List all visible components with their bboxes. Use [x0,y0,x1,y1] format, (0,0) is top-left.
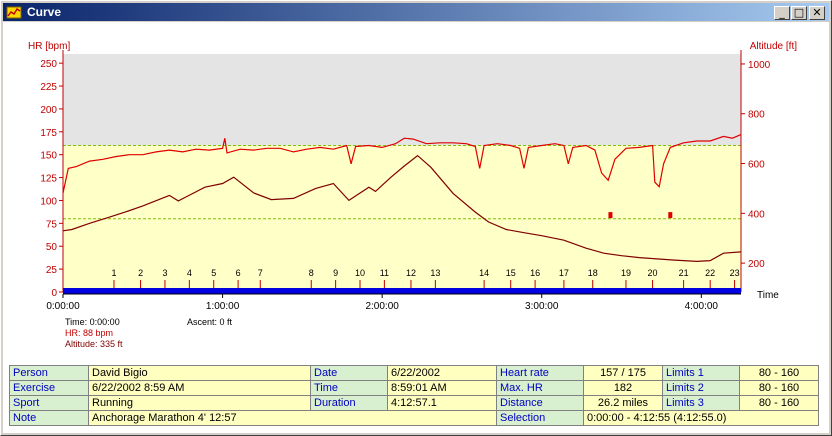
lap-marker-label: 22 [705,268,715,278]
lap-marker-label: 11 [380,268,389,278]
y-left-tick-label: 175 [40,128,57,139]
cursor-altitude: Altitude: 335 ft [65,339,123,349]
close-button[interactable]: ✕ [809,6,825,20]
red-marker [668,212,673,219]
exercise-info-table: Person David Bigio Date 6/22/2002 Heart … [9,365,819,426]
y-right-tick-label: 800 [748,110,765,121]
selection-bar[interactable] [63,288,741,294]
lap-marker-label: 1 [111,268,116,278]
y-left-tick-label: 150 [40,151,57,162]
person-value: David Bigio [88,365,311,381]
lap-marker-label: 18 [588,268,598,278]
limits1-label: Limits 1 [662,365,740,381]
y-left-tick-label: 125 [40,174,57,185]
y-right-axis-label: Altitude [ft] [750,41,797,52]
selection-value: 0:00:00 - 4:12:55 (4:12:55.0) [583,410,819,426]
distance-label: Distance [496,395,584,411]
note-value: Anchorage Marathon 4' 12:57 [88,410,497,426]
heart-rate-label: Heart rate [496,365,584,381]
max-hr-label: Max. HR [496,380,584,396]
sport-label: Sport [9,395,89,411]
lap-marker-label: 4 [187,268,192,278]
exercise-value: 6/22/2002 8:59 AM [88,380,311,396]
heart-rate-line [62,134,742,194]
y-right-tick-label: 1000 [748,60,771,71]
x-tick-label: 1:00:00 [206,301,240,312]
y-left-tick-label: 50 [46,242,58,253]
red-marker [608,212,613,219]
duration-label: Duration [310,395,388,411]
selection-label: Selection [496,410,584,426]
lap-marker-label: 7 [258,268,263,278]
heart-rate-value: 157 / 175 [583,365,663,381]
distance-value: 26.2 miles [583,395,663,411]
lap-marker-label: 12 [406,268,416,278]
lap-marker-label: 15 [506,268,516,278]
lap-marker-label: 17 [559,268,569,278]
limits2-label: Limits 2 [662,380,740,396]
lap-marker-label: 2 [138,268,143,278]
chart-area: 0 25 50 75 100 125 150 175 200 225 250 200 400 600 80… [3,22,829,433]
title-bar[interactable]: Curve _ □ ✕ [3,3,829,21]
limits1-value: 80 - 160 [739,365,819,381]
lap-marker-label: 19 [621,268,631,278]
lap-marker-label: 13 [430,268,440,278]
x-tick-label: 4:00:00 [685,301,719,312]
window-title: Curve [27,5,62,19]
date-value: 6/22/2002 [387,365,497,381]
y-left-tick-label: 200 [40,105,57,116]
lap-marker-label: 16 [530,268,540,278]
date-label: Date [310,365,388,381]
y-left-tick-label: 225 [40,82,57,93]
y-left-tick-label: 250 [40,59,57,70]
duration-value: 4:12:57.1 [387,395,497,411]
sport-value: Running [88,395,311,411]
exercise-label: Exercise [9,380,89,396]
lap-marker-label: 9 [333,268,338,278]
lap-marker-label: 5 [211,268,216,278]
x-tick-label: 0:00:00 [46,301,80,312]
lap-marker-label: 8 [309,268,314,278]
cursor-hr: HR: 88 bpm [65,328,113,338]
y-right-tick-label: 400 [748,209,765,220]
curve-window-icon [6,6,22,19]
minimize-button[interactable]: _ [774,6,790,20]
lap-marker-label: 23 [730,268,740,278]
altitude-line [62,154,742,263]
lap-marker-label: 3 [162,268,167,278]
limits2-value: 80 - 160 [739,380,819,396]
lap-marker-label: 20 [648,268,658,278]
time-value: 8:59:01 AM [387,380,497,396]
person-label: Person [9,365,89,381]
maximize-button[interactable]: □ [791,6,807,20]
cursor-ascent: Ascent: 0 ft [187,317,233,327]
y-left-tick-label: 25 [46,265,58,276]
max-hr-value: 182 [583,380,663,396]
x-tick-label: 3:00:00 [525,301,559,312]
y-left-axis-label: HR [bpm] [28,41,70,52]
y-left-tick-label: 0 [51,288,57,299]
note-label: Note [9,410,89,426]
y-right-tick-label: 200 [748,259,765,270]
time-label: Time [310,380,388,396]
y-left-tick-label: 75 [46,219,58,230]
limits3-value: 80 - 160 [739,395,819,411]
cursor-time: Time: 0:00:00 [65,317,120,327]
lap-marker-label: 21 [679,268,689,278]
lap-marker-label: 14 [479,268,489,278]
x-tick-label: 2:00:00 [365,301,399,312]
y-right-tick-label: 600 [748,160,765,171]
y-left-tick-label: 100 [40,196,57,207]
lap-marker-label: 10 [355,268,365,278]
limits3-label: Limits 3 [662,395,740,411]
x-axis-label: Time [757,290,779,301]
lap-marker-label: 6 [236,268,241,278]
